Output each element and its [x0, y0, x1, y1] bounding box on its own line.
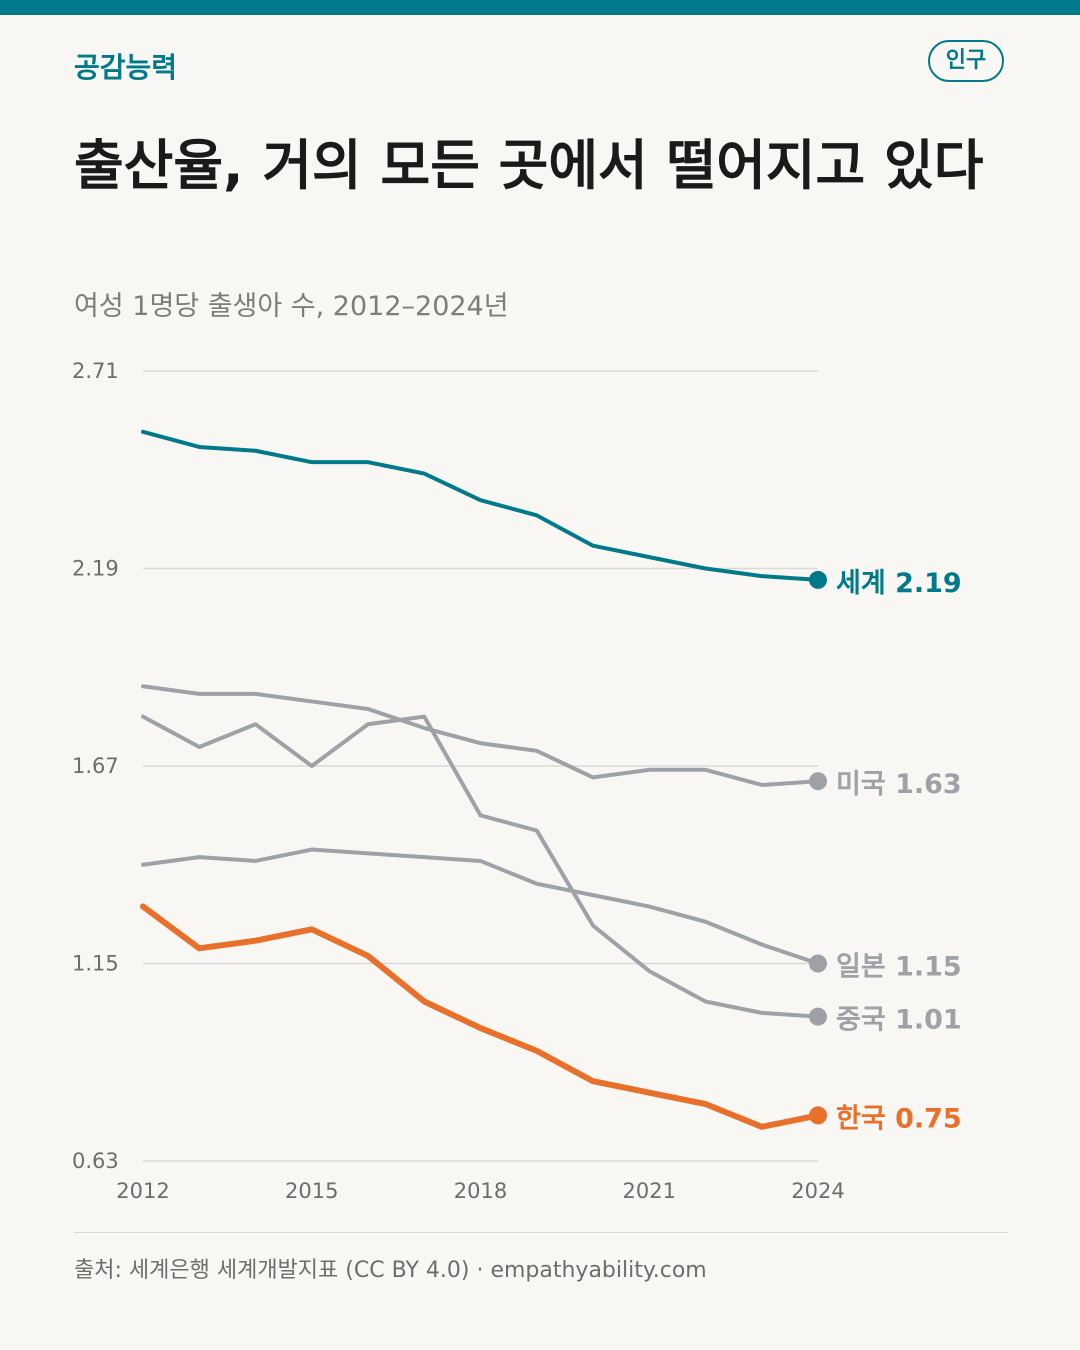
y-tick-label: 1.67	[72, 754, 119, 778]
x-tick-label: 2021	[623, 1179, 676, 1203]
series-line-중국	[141, 714, 820, 1019]
x-tick-label: 2012	[116, 1179, 169, 1203]
series-endpoint-중국	[809, 1007, 827, 1026]
series-line-미국	[141, 684, 820, 787]
series-value: 1.01	[895, 1004, 962, 1035]
series-endpoint-일본	[809, 954, 827, 973]
y-axis-ticks: 2.71 2.19 1.67 1.15 0.63	[72, 359, 119, 1173]
x-axis-ticks: 2012 2015 2018 2021 2024	[116, 1179, 844, 1203]
series-endpoint-한국	[809, 1106, 827, 1125]
top-accent-bar	[0, 0, 1080, 15]
y-tick-label: 0.63	[72, 1149, 119, 1173]
series-end-label: 한국 0.75	[836, 1103, 962, 1134]
page-title: 출산율, 거의 모든 곳에서 떨어지고 있다	[74, 134, 984, 197]
x-tick-label: 2015	[285, 1179, 338, 1203]
series-line-세계	[141, 429, 820, 582]
footer-divider	[74, 1232, 1008, 1233]
series-end-label: 일본 1.15	[836, 951, 962, 982]
source-note: 출처: 세계은행 세계개발지표 (CC BY 4.0) · empathyabi…	[74, 1258, 707, 1283]
y-tick-label: 1.15	[72, 952, 119, 976]
y-tick-label: 2.71	[72, 359, 119, 383]
series-name: 세계	[836, 567, 895, 598]
series-value: 1.63	[895, 769, 962, 800]
series-end-label: 중국 1.01	[836, 1004, 962, 1035]
series-value: 1.15	[895, 951, 962, 982]
series-endpoint-미국	[809, 772, 827, 791]
series-line-한국	[140, 903, 821, 1130]
brand-name: 공감능력	[74, 51, 178, 84]
gridlines	[143, 370, 818, 1162]
series-end-label: 미국 1.63	[836, 769, 962, 800]
series-name: 한국	[836, 1103, 895, 1134]
series-name: 일본	[836, 951, 895, 982]
series-name: 미국	[836, 769, 895, 800]
series-value: 2.19	[895, 567, 962, 598]
y-tick-label: 2.19	[72, 557, 119, 581]
line-chart: 2.71 2.19 1.67 1.15 0.63 2012 2015 2018 2021 202…	[72, 359, 962, 1203]
series-value: 0.75	[895, 1103, 962, 1134]
x-tick-label: 2018	[454, 1179, 507, 1203]
series-endpoint-세계	[809, 570, 827, 589]
series-name: 중국	[836, 1004, 895, 1035]
chart-subtitle: 여성 1명당 출생아 수, 2012–2024년	[74, 291, 509, 322]
category-tag[interactable]: 인구	[928, 40, 1004, 82]
series-end-label: 세계 2.19	[836, 567, 962, 598]
series-lines	[140, 429, 827, 1130]
x-tick-label: 2024	[791, 1179, 844, 1203]
series-line-일본	[141, 847, 820, 966]
